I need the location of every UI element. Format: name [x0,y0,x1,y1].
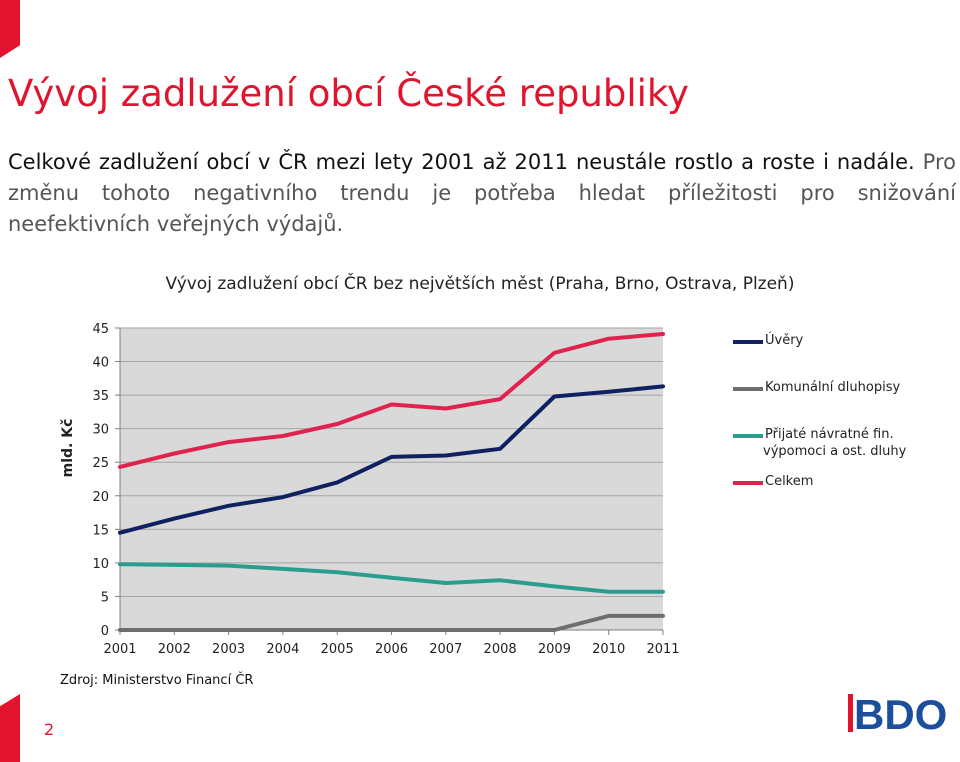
source-note: Zdroj: Ministerstvo Financí ČR [60,673,254,688]
y-tick-label-10: 10 [92,557,109,572]
legend-label-prijate-vypomoci-line2: výpomoci a ost. dluhy [763,444,907,459]
x-tick-label-2006: 2006 [375,642,408,657]
bdo-logo: BDO [848,691,947,736]
line-chart: 0 5 10 15 20 25 30 35 40 45 2001 2002 2003 2004 2005 20… [60,322,680,657]
intro-lead: Celkové zadlužení obcí v ČR mezi lety 20… [8,150,915,174]
x-tick-label-2009: 2009 [538,642,571,657]
legend-swatch-prijate-vypomoci [733,434,763,438]
y-tick-label-15: 15 [92,523,109,538]
x-tick-label-2002: 2002 [158,642,191,657]
x-tick-label-2003: 2003 [212,642,245,657]
y-tick-label-5: 5 [101,590,109,605]
x-tick-label-2008: 2008 [484,642,517,657]
intro-rest: Pro změnu tohoto negativního trendu je p… [8,150,956,236]
series-line-0 [118,384,665,535]
legend-swatch-komunalni-dluhopisy [733,387,763,391]
y-axis-label: mld. Kč [60,419,76,478]
legend-swatch-uvery [733,340,763,344]
intro-paragraph: Celkové zadlužení obcí v ČR mezi lety 20… [8,147,956,240]
page-number: 2 [44,720,55,739]
chart-title: Vývoj zadlužení obcí ČR bez největších m… [165,274,795,294]
y-tick-label-45: 45 [92,322,109,337]
corner-accent-bottom [0,694,20,762]
x-tick-label-2001: 2001 [103,642,136,657]
corner-accent-top [0,0,20,58]
legend-label-uvery: Úvěry [765,333,804,348]
y-tick-label-25: 25 [92,456,109,471]
y-tick-label-20: 20 [92,490,109,505]
x-tick-label-2005: 2005 [321,642,354,657]
series-line-1 [118,613,665,632]
y-tick-label-0: 0 [101,624,109,639]
y-tick-label-40: 40 [92,356,109,371]
legend-label-komunalni-dluhopisy: Komunální dluhopisy [765,380,901,395]
x-tick-label-2007: 2007 [429,642,462,657]
legend-label-prijate-vypomoci-line1: Přijaté návratné fin. [765,427,894,442]
x-tick-label-2010: 2010 [592,642,625,657]
y-tick-label-30: 30 [92,423,109,438]
legend-label-celkem: Celkem [765,474,814,489]
plot-area [120,328,663,630]
y-tick-label-35: 35 [92,389,109,404]
series-line-3 [118,332,665,469]
series-line-2 [118,562,665,594]
slide-title: Vývoj zadlužení obcí České republiky [8,72,689,115]
chart-container: Vývoj zadlužení obcí ČR bez největších m… [0,260,960,700]
legend-swatch-celkem [733,481,763,485]
x-tick-label-2004: 2004 [266,642,299,657]
bdo-logo-text: BDO [854,691,947,736]
x-tick-label-2011: 2011 [646,642,679,657]
